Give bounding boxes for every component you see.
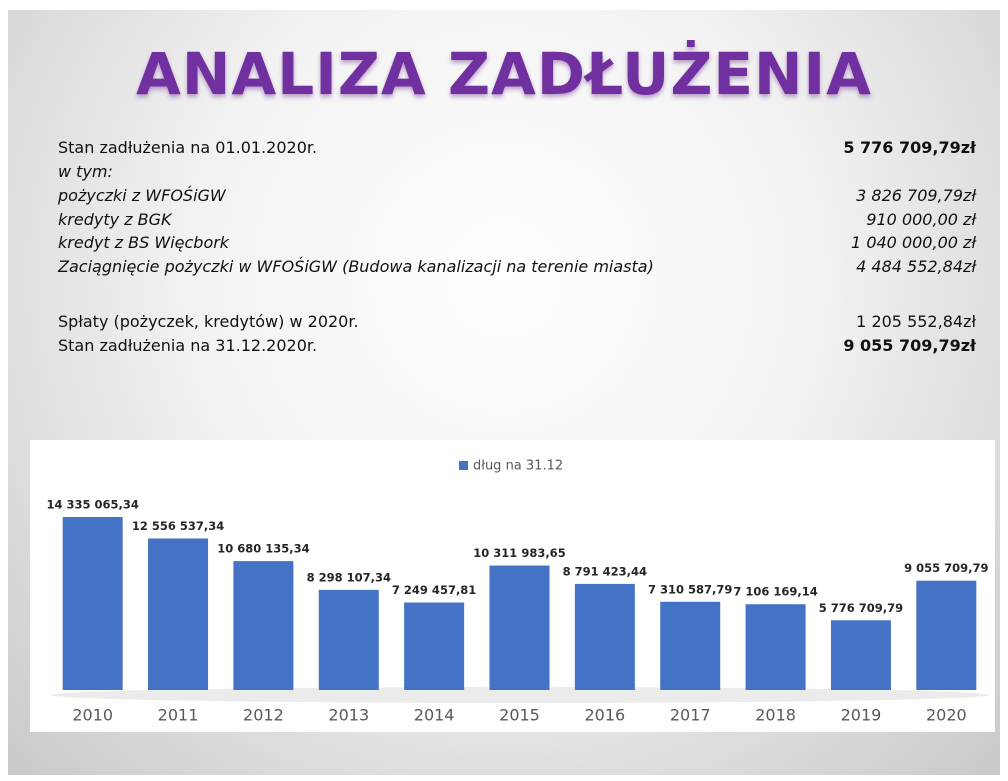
value: 910 000,00 zł	[866, 210, 976, 229]
data-label: 5 776 709,79	[819, 601, 903, 615]
x-tick-label: 2020	[926, 706, 967, 725]
x-tick-label: 2015	[499, 706, 540, 725]
summary-row: pożyczki z WFOŚiGW 3 826 709,79zł	[58, 186, 976, 205]
label: Stan zadłużenia na 01.01.2020r.	[58, 138, 318, 157]
bar-shadow	[50, 687, 990, 703]
slide-title: ANALIZA ZADŁUŻENIA	[135, 40, 873, 108]
value: 1 205 552,84zł	[856, 312, 976, 331]
data-label: 10 311 983,65	[473, 546, 565, 560]
data-label: 12 556 537,34	[132, 519, 224, 533]
bar	[916, 580, 977, 690]
summary-row: w tym:	[58, 162, 976, 181]
legend-label: dług na 31.12	[473, 459, 563, 474]
data-label: 8 791 423,44	[563, 564, 647, 578]
data-label: 14 335 065,34	[46, 498, 138, 512]
label: Spłaty (pożyczek, kredytów) w 2020r.	[58, 312, 359, 331]
value: 3 826 709,79zł	[856, 186, 976, 205]
bar	[62, 517, 123, 690]
data-label: 8 298 107,34	[307, 570, 391, 584]
bar	[660, 601, 721, 690]
value: 4 484 552,84zł	[856, 257, 976, 276]
summary-row: kredyty z BGK 910 000,00 zł	[58, 210, 976, 229]
x-tick-label: 2011	[158, 706, 199, 725]
label: w tym:	[58, 162, 113, 181]
x-tick-label: 2018	[755, 706, 796, 725]
bar	[574, 583, 635, 690]
data-label: 10 680 135,34	[217, 542, 309, 556]
x-tick-label: 2012	[243, 706, 284, 725]
bar	[745, 604, 806, 690]
label: Zaciągnięcie pożyczki w WFOŚiGW (Budowa …	[58, 257, 654, 276]
bar	[233, 561, 294, 690]
summary-row: Stan zadłużenia na 01.01.2020r. 5 776 709…	[58, 138, 976, 157]
summary-row: Spłaty (pożyczek, kredytów) w 2020r. 1 20…	[58, 312, 976, 331]
bar	[404, 602, 465, 690]
x-tick-label: 2014	[414, 706, 455, 725]
value: 5 776 709,79zł	[843, 138, 976, 157]
data-label: 7 249 457,81	[392, 583, 476, 597]
legend-swatch	[459, 461, 468, 470]
bar	[489, 565, 550, 690]
x-tick-label: 2019	[841, 706, 882, 725]
summary-row: Stan zadłużenia na 31.12.2020r. 9 055 709…	[58, 336, 976, 355]
label: kredyty z BGK	[58, 210, 172, 229]
x-tick-label: 2017	[670, 706, 711, 725]
x-tick-label: 2016	[585, 706, 626, 725]
summary-row: Zaciągnięcie pożyczki w WFOŚiGW (Budowa …	[58, 257, 976, 276]
bar	[830, 620, 891, 690]
data-label: 7 106 169,14	[733, 585, 817, 599]
x-tick-label: 2013	[328, 706, 369, 725]
value: 1 040 000,00 zł	[851, 233, 976, 252]
value: 9 055 709,79zł	[843, 336, 976, 355]
summary-row: kredyt z BS Więcbork 1 040 000,00 zł	[58, 233, 976, 252]
label: kredyt z BS Więcbork	[58, 233, 230, 252]
bar	[148, 538, 209, 690]
data-label: 7 310 587,79	[648, 582, 732, 596]
label: Stan zadłużenia na 31.12.2020r.	[58, 336, 318, 355]
bar	[318, 589, 379, 690]
data-label: 9 055 709,79	[904, 561, 988, 575]
x-tick-label: 2010	[72, 706, 113, 725]
label: pożyczki z WFOŚiGW	[58, 186, 226, 205]
